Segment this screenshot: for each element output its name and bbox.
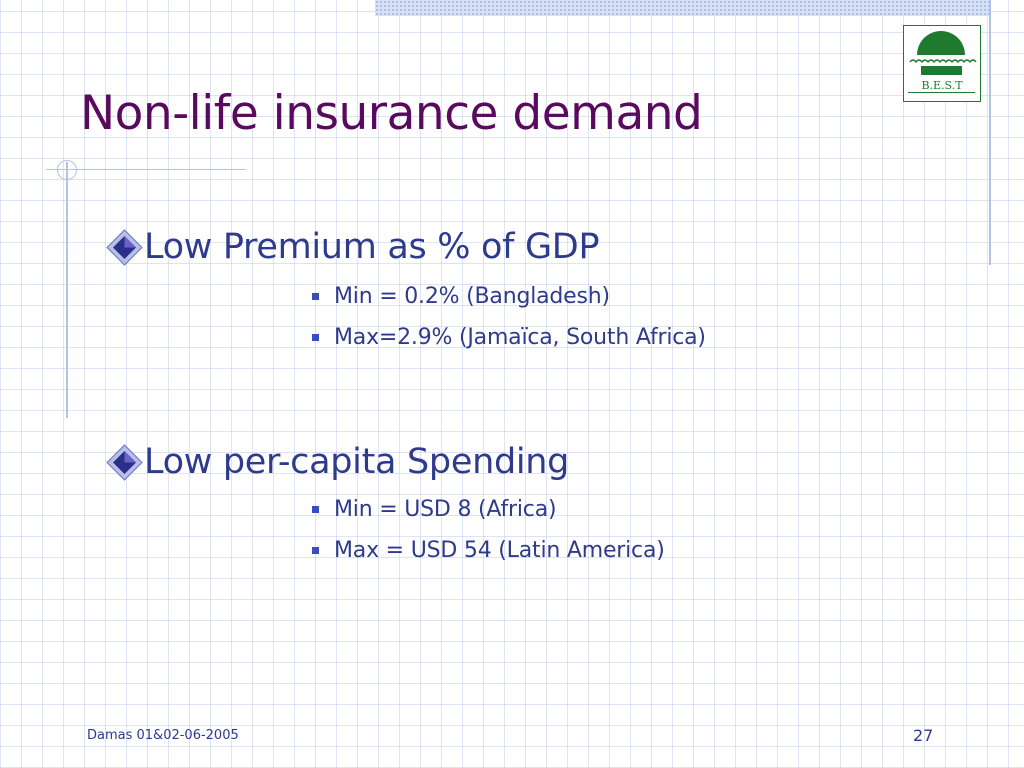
corner-circle-ornament <box>57 160 77 180</box>
square-bullet-icon <box>312 506 319 513</box>
square-bullet-icon <box>312 334 319 341</box>
sub-bullet-max-premium: Max=2.9% (Jamaïca, South Africa) <box>312 325 706 350</box>
sub-bullet-min-spending: Min = USD 8 (Africa) <box>312 497 557 522</box>
sub-bullet-max-spending: Max = USD 54 (Latin America) <box>312 538 665 563</box>
logo-emblem-icon <box>908 31 977 93</box>
logo-text: B.E.S.T <box>921 79 963 92</box>
left-vertical-rule <box>66 162 68 418</box>
sub-bullet-text: Min = 0.2% (Bangladesh) <box>334 284 610 309</box>
top-decorative-band <box>375 0 989 16</box>
square-bullet-icon <box>312 293 319 300</box>
bullet-heading: Low Premium as % of GDP <box>144 227 600 267</box>
diamond-bullet-icon <box>106 443 143 481</box>
sub-bullet-min-premium: Min = 0.2% (Bangladesh) <box>312 284 610 309</box>
bullet-premium-gdp: Low Premium as % of GDP <box>106 227 600 267</box>
right-vertical-rule <box>989 0 991 265</box>
title-underline-rule <box>46 169 246 170</box>
diamond-bullet-icon <box>106 228 143 266</box>
footer-date: Damas 01&02-06-2005 <box>87 728 239 743</box>
sub-bullet-text: Min = USD 8 (Africa) <box>334 497 557 522</box>
square-bullet-icon <box>312 547 319 554</box>
bullet-heading: Low per-capita Spending <box>144 442 570 482</box>
sub-bullet-text: Max=2.9% (Jamaïca, South Africa) <box>334 325 706 350</box>
bullet-per-capita-spending: Low per-capita Spending <box>106 442 569 482</box>
sub-bullet-text: Max = USD 54 (Latin America) <box>334 538 665 563</box>
slide-title: Non-life insurance demand <box>80 86 703 141</box>
page-number: 27 <box>913 726 934 745</box>
best-reinsurance-logo: B.E.S.T <box>903 25 981 102</box>
